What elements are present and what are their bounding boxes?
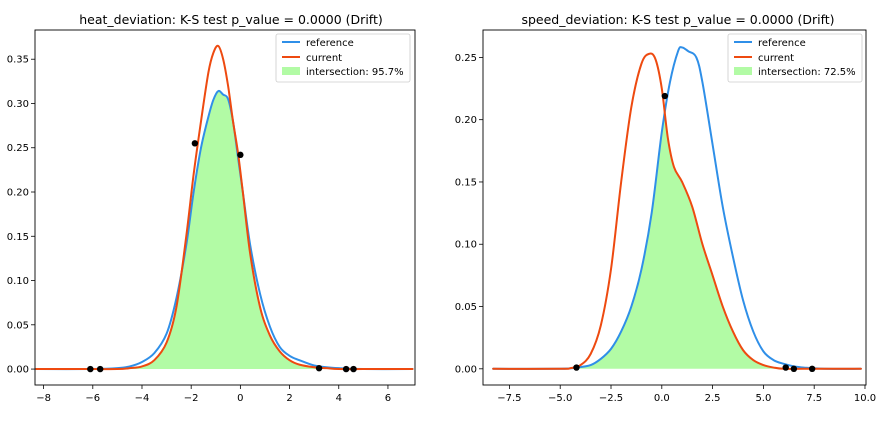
legend: reference current intersection: 95.7% (275, 33, 411, 83)
legend-label-intersection: intersection: 72.5% (758, 67, 856, 78)
y-tick-label: 0.15 (455, 177, 477, 188)
chart-title: heat_deviation: K-S test p_value = 0.000… (79, 12, 383, 27)
x-tick-label: −8 (36, 393, 51, 404)
legend-label-reference: reference (306, 38, 354, 49)
y-tick-label: 0.05 (455, 302, 477, 313)
chart-panel-heat-deviation: heat_deviation: K-S test p_value = 0.000… (7, 12, 416, 404)
intersection-point (315, 364, 323, 372)
legend-label-current: current (306, 53, 342, 64)
chart-panel-speed-deviation: speed_deviation: K-S test p_value = 0.00… (455, 12, 876, 404)
x-tick-label: −4 (135, 393, 150, 404)
x-tick-label: −5.0 (548, 393, 572, 404)
y-tick-label: 0.00 (7, 365, 29, 376)
x-tick-label: −6 (85, 393, 100, 404)
x-tick-label: 7.5 (806, 393, 822, 404)
intersection-point (96, 365, 104, 373)
intersection-point (191, 140, 199, 147)
intersection-point (782, 364, 789, 371)
x-tick-label: 4 (336, 393, 342, 404)
chart-title: speed_deviation: K-S test p_value = 0.00… (521, 12, 834, 27)
legend-label-current: current (758, 53, 794, 64)
x-tick-label: 2.5 (705, 393, 721, 404)
legend-swatch-intersection (734, 67, 752, 75)
x-tick-label: 10.0 (854, 393, 876, 404)
y-tick-label: 0.30 (7, 99, 29, 110)
y-tick-label: 0.10 (455, 240, 477, 251)
x-tick-label: 2 (286, 393, 292, 404)
intersection-area (36, 91, 413, 370)
y-tick-label: 0.15 (7, 232, 29, 243)
intersection-point (790, 365, 798, 373)
intersection-point (808, 365, 816, 373)
y-tick-label: 0.10 (7, 276, 29, 287)
series-line-reference (492, 46, 862, 370)
y-tick-label: 0.20 (455, 115, 477, 126)
intersection-point (573, 364, 580, 371)
legend: reference current intersection: 72.5% (727, 33, 863, 83)
intersection-point (350, 365, 357, 373)
plot-frame (34, 29, 416, 386)
x-tick-label: 6 (385, 393, 391, 404)
y-tick-label: 0.25 (455, 53, 477, 64)
y-tick-label: 0.05 (7, 320, 29, 331)
intersection-point (342, 365, 350, 373)
x-tick-label: 0 (237, 393, 243, 404)
series-line-current (35, 44, 414, 371)
intersection-point (87, 365, 94, 373)
y-tick-label: 0.00 (455, 364, 477, 375)
intersection-area (493, 116, 861, 369)
x-tick-label: −2 (184, 393, 199, 404)
x-tick-label: −7.5 (497, 393, 521, 404)
y-tick-label: 0.25 (7, 143, 29, 154)
intersection-point (661, 92, 669, 100)
legend-label-intersection: intersection: 95.7% (306, 67, 404, 78)
y-tick-label: 0.20 (7, 188, 29, 199)
y-tick-label: 0.35 (7, 55, 29, 66)
x-tick-label: −2.5 (599, 393, 623, 404)
legend-swatch-intersection (282, 67, 300, 75)
series-line-reference (35, 89, 414, 371)
x-tick-label: 5.0 (755, 393, 771, 404)
intersection-point (237, 151, 244, 159)
x-tick-label: 0.0 (654, 393, 670, 404)
legend-label-reference: reference (758, 38, 806, 49)
legend-box (275, 33, 411, 83)
legend-box (727, 33, 863, 83)
plot-frame (482, 29, 867, 386)
series-line-current (492, 52, 862, 370)
